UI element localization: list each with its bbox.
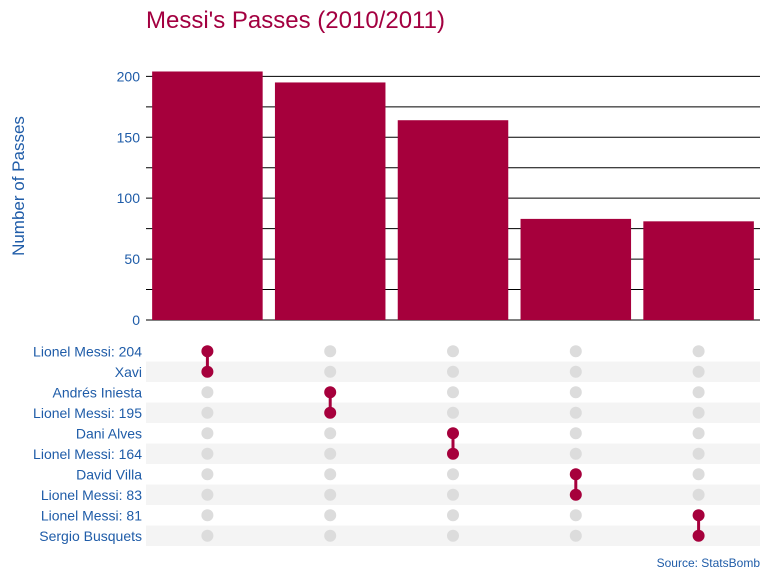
set-label: Lionel Messi: 81 <box>41 507 142 523</box>
matrix-dot-inactive <box>324 529 337 542</box>
matrix-dot-inactive <box>692 386 705 399</box>
set-label: David Villa <box>76 466 142 482</box>
matrix-dot-inactive <box>201 406 214 419</box>
y-tick-label: 50 <box>124 251 140 267</box>
set-label: Andrés Iniesta <box>53 384 143 400</box>
bars <box>152 71 754 320</box>
matrix-dot-inactive <box>569 365 582 378</box>
matrix-dot-active <box>324 406 337 419</box>
matrix-dots <box>201 345 705 542</box>
matrix-dot-inactive <box>569 427 582 440</box>
set-labels: Lionel Messi: 204 Xavi Andrés Iniesta Lione… <box>33 343 142 544</box>
chart-title: Messi's Passes (2010/2011) <box>146 7 445 34</box>
set-label: Lionel Messi: 195 <box>33 405 142 421</box>
y-tick-label: 150 <box>117 129 141 145</box>
matrix-dot-inactive <box>201 427 214 440</box>
matrix-dot-inactive <box>447 468 459 481</box>
matrix-dot-inactive <box>692 468 705 481</box>
matrix-dot-inactive <box>692 406 705 419</box>
matrix-dot-inactive <box>447 386 459 399</box>
y-tick-labels: 0 50 100 150 200 <box>117 68 141 328</box>
matrix-dot-inactive <box>201 488 214 501</box>
matrix-dot-active <box>692 509 705 522</box>
source-note: Source: StatsBomb <box>657 556 761 570</box>
y-tick-label: 200 <box>117 68 141 84</box>
matrix-dot-inactive <box>692 365 705 378</box>
set-label: Xavi <box>115 364 142 380</box>
matrix-dot-inactive <box>692 488 705 501</box>
matrix-dot-active <box>569 488 582 501</box>
bar <box>520 218 632 320</box>
matrix-dot-inactive <box>447 488 459 501</box>
matrix-dot-inactive <box>569 529 582 542</box>
y-tick-label: 0 <box>132 312 140 328</box>
set-label: Lionel Messi: 204 <box>33 343 142 359</box>
matrix-dot-inactive <box>324 509 337 522</box>
matrix-dot-active <box>692 529 705 542</box>
matrix-dot-inactive <box>692 427 705 440</box>
matrix-dot-inactive <box>447 406 459 419</box>
matrix-dot-active <box>447 427 459 440</box>
matrix-dot-inactive <box>692 345 705 358</box>
matrix-dot-inactive <box>447 365 459 378</box>
matrix-dot-inactive <box>324 427 337 440</box>
y-tick-label: 100 <box>117 190 141 206</box>
matrix-dot-inactive <box>569 406 582 419</box>
matrix-dot-inactive <box>447 509 459 522</box>
matrix-dot-active <box>447 447 459 460</box>
matrix-dot-active <box>569 468 582 481</box>
matrix-dot-inactive <box>201 468 214 481</box>
bar <box>274 82 386 320</box>
matrix-dot-inactive <box>324 488 337 501</box>
matrix-dot-inactive <box>569 509 582 522</box>
matrix-dot-inactive <box>324 447 337 460</box>
matrix-dot-inactive <box>201 386 214 399</box>
bar <box>152 71 263 320</box>
matrix-dot-inactive <box>324 468 337 481</box>
set-label: Lionel Messi: 164 <box>33 446 142 462</box>
y-axis-label: Number of Passes <box>9 116 28 256</box>
bar <box>643 221 754 320</box>
matrix-dot-active <box>201 365 214 378</box>
matrix-dot-inactive <box>692 447 705 460</box>
matrix-dot-inactive <box>447 345 459 358</box>
matrix-dot-inactive <box>324 345 337 358</box>
matrix-dot-inactive <box>201 447 214 460</box>
set-label: Lionel Messi: 83 <box>41 487 142 503</box>
matrix-dot-inactive <box>201 509 214 522</box>
set-label: Dani Alves <box>76 425 142 441</box>
matrix-dot-inactive <box>569 386 582 399</box>
matrix-dot-inactive <box>201 529 214 542</box>
matrix-dot-active <box>201 345 214 358</box>
matrix-dot-active <box>324 386 337 399</box>
set-label: Sergio Busquets <box>39 528 142 544</box>
bar <box>397 120 509 320</box>
matrix-dot-inactive <box>569 345 582 358</box>
matrix-dot-inactive <box>569 447 582 460</box>
matrix-dot-inactive <box>447 529 459 542</box>
matrix-dot-inactive <box>324 365 337 378</box>
